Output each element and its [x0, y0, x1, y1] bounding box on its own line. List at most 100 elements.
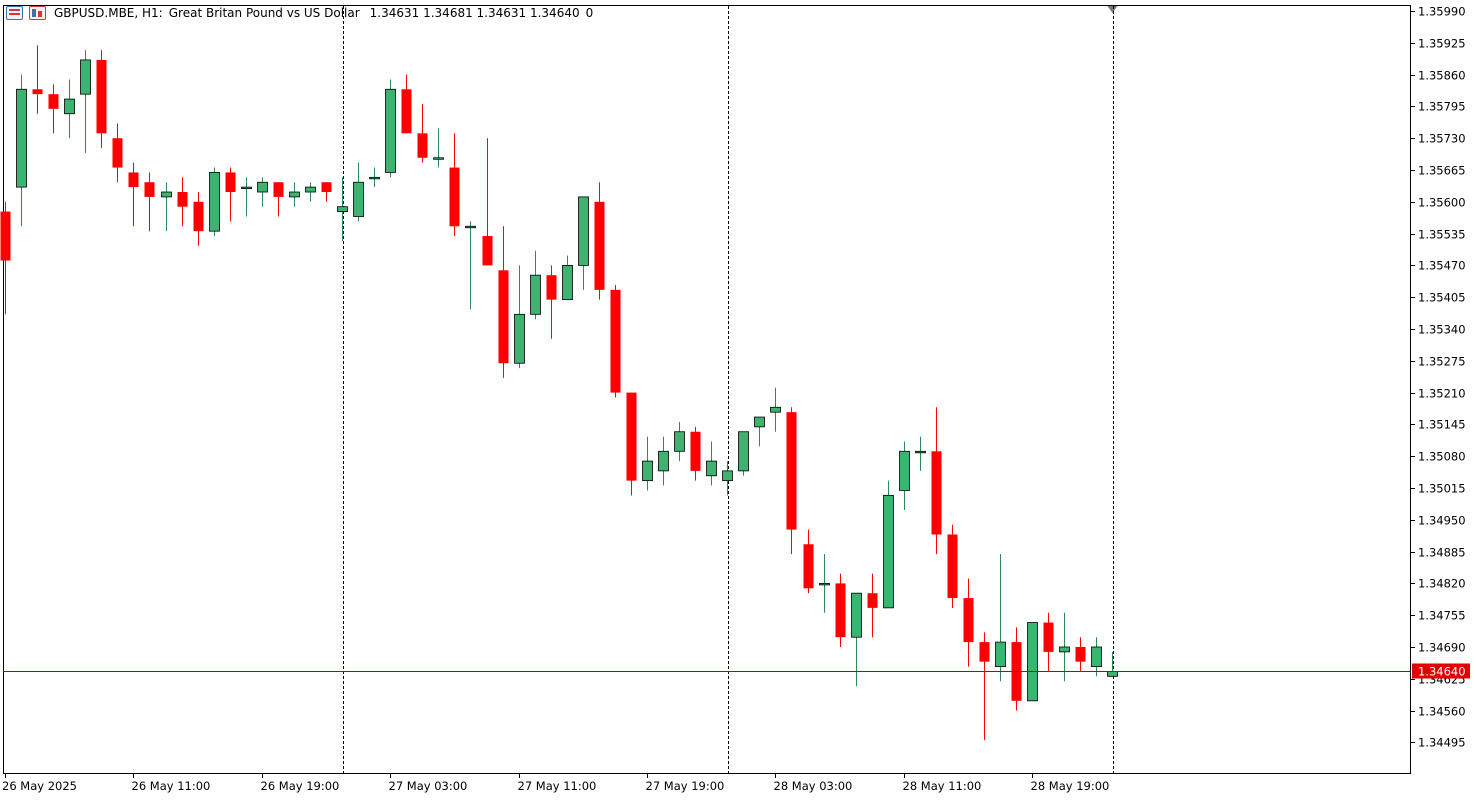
y-axis-label: 1.34885 [1418, 546, 1466, 560]
candle [883, 480, 894, 609]
candle-body-bull [578, 196, 589, 266]
y-axis-label: 1.35145 [1418, 418, 1466, 432]
candle-body-bear [498, 270, 509, 364]
y-axis-label: 1.35470 [1418, 259, 1466, 273]
candle [353, 162, 364, 222]
candle-body-bull [883, 494, 894, 609]
candle [1107, 651, 1118, 677]
candle [1091, 637, 1102, 677]
x-axis-label: 28 May 19:00 [1031, 779, 1110, 793]
candle [530, 250, 541, 320]
y-axis-label: 1.34690 [1418, 641, 1466, 655]
candle-body-bull [209, 172, 220, 232]
shift-marker-icon [1107, 6, 1118, 13]
y-axis-label: 1.35730 [1418, 132, 1466, 146]
candle [963, 578, 974, 667]
y-axis-label: 1.35080 [1418, 450, 1466, 464]
candle-body-bull [899, 450, 910, 491]
candle [401, 74, 412, 134]
candle [947, 524, 958, 608]
candle-body-bear [867, 593, 878, 608]
candle-body-bear [610, 289, 621, 393]
candle [161, 182, 172, 232]
y-axis-label: 1.35535 [1418, 228, 1466, 242]
candle [289, 182, 300, 207]
candle-body-bear [482, 236, 493, 266]
candle-body-bear [931, 451, 942, 535]
candle [706, 441, 717, 486]
candle-body-bull [674, 431, 685, 452]
candle [562, 255, 573, 301]
candle [385, 79, 396, 178]
candle-body-bear [273, 182, 284, 197]
candle [770, 387, 781, 432]
y-axis-label: 1.35275 [1418, 355, 1466, 369]
candle-body-bull [305, 186, 316, 193]
candle-body-bull [770, 406, 781, 413]
candle-body-bear [803, 544, 814, 589]
candle [112, 123, 123, 183]
candle-body-bear [626, 392, 637, 481]
candle-body-bear [321, 182, 332, 193]
candle [225, 167, 236, 222]
candle-body-bull [241, 186, 252, 190]
y-axis-label: 1.35665 [1418, 164, 1466, 178]
candle-body-bear [594, 201, 605, 290]
candle-body-bull [433, 157, 444, 160]
symbol-label: GBPUSD.MBE, H1: [54, 6, 163, 20]
x-axis-label: 27 May 03:00 [389, 779, 468, 793]
candle [578, 196, 589, 290]
volume-value: 0 [585, 6, 594, 20]
indicator-icon[interactable] [29, 6, 46, 20]
candle-body-bear [1075, 647, 1086, 662]
candle-body-bear [947, 534, 958, 599]
candle [64, 79, 75, 139]
candle-body-bear [193, 201, 204, 232]
y-axis-label: 1.35340 [1418, 323, 1466, 337]
plot-frame [3, 5, 1411, 774]
candle-body-bull [562, 264, 573, 301]
candle-body-bull [465, 225, 476, 229]
y-axis-label: 1.34950 [1418, 514, 1466, 528]
y-axis-label: 1.34560 [1418, 705, 1466, 719]
candle [321, 182, 332, 202]
current-price-label: 1.34640 [1418, 665, 1466, 679]
candle [177, 177, 188, 227]
candle [546, 265, 557, 339]
candle [899, 441, 910, 511]
candle-body-bull [1107, 671, 1118, 677]
candle [722, 461, 733, 496]
y-axis-label: 1.34820 [1418, 577, 1466, 591]
y-axis-label: 1.35015 [1418, 482, 1466, 496]
candle-body-bull [995, 641, 1006, 667]
y-axis-label: 1.35795 [1418, 100, 1466, 114]
candle [273, 182, 284, 217]
candle-body-bull [722, 470, 733, 482]
candle [1011, 627, 1022, 711]
candle-body-bull [161, 191, 172, 198]
candle [241, 177, 252, 217]
candle-body-bull [915, 450, 926, 454]
candle-body-bull [851, 592, 862, 638]
candle-body-bull [530, 274, 541, 315]
candle-body-bull [1091, 646, 1102, 667]
candle-body-bull [738, 431, 749, 472]
candle-body-bull [706, 460, 717, 477]
list-icon[interactable] [6, 6, 23, 20]
candle-body-bull [1027, 622, 1038, 702]
candle-body-bear [546, 275, 557, 300]
candle-body-bear [690, 431, 701, 471]
ohlc-values: 1.34631 1.34681 1.34631 1.34640 [369, 6, 580, 20]
candle [626, 392, 637, 496]
candle [642, 436, 653, 491]
candle [931, 407, 942, 555]
candle-body-bear [112, 138, 123, 168]
candle-body-bull [64, 98, 75, 115]
candle [96, 50, 107, 148]
candle [867, 573, 878, 638]
candle [0, 201, 11, 315]
candle-body-bear [963, 598, 974, 643]
candle [417, 103, 428, 163]
candle [433, 128, 444, 168]
